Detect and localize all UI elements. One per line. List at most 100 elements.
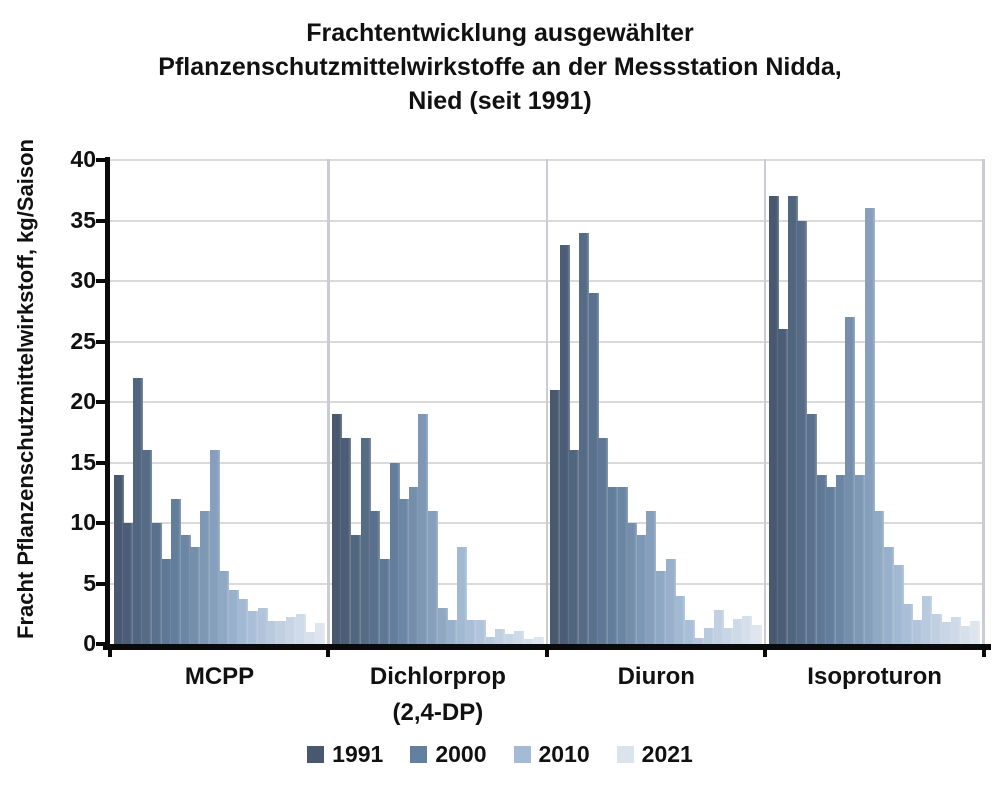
bar	[180, 535, 191, 644]
bar	[598, 438, 609, 644]
bar	[341, 438, 352, 644]
bar	[267, 621, 278, 644]
bar	[778, 329, 789, 644]
bar	[807, 414, 818, 644]
bar	[296, 613, 307, 644]
x-axis-tick	[326, 650, 331, 657]
legend-swatch-2021	[616, 746, 634, 763]
y-axis-tick	[96, 460, 106, 465]
category-label: MCPP	[184, 663, 255, 690]
group-divider	[327, 159, 330, 644]
bar	[903, 604, 914, 644]
bar	[228, 589, 239, 644]
bar	[238, 599, 249, 644]
bar	[951, 617, 962, 644]
bar	[257, 607, 268, 644]
bar	[694, 637, 705, 644]
bar	[456, 547, 467, 644]
bar	[893, 565, 904, 644]
y-axis-tick	[96, 642, 106, 646]
bar	[437, 607, 448, 644]
bar	[826, 486, 837, 644]
bar	[514, 630, 525, 644]
bar	[752, 624, 763, 644]
chart-title-line-1: Frachtentwicklung ausgewählter	[306, 19, 694, 47]
bar	[524, 639, 535, 644]
bar	[922, 595, 933, 644]
bar	[351, 535, 362, 644]
bar	[199, 510, 210, 644]
legend-entry: 2010	[513, 741, 590, 768]
bar	[855, 474, 866, 644]
bar	[627, 523, 638, 644]
bar	[248, 611, 258, 644]
bar	[617, 486, 628, 644]
bar	[123, 523, 134, 644]
bar	[703, 628, 714, 644]
bar	[883, 547, 894, 644]
bar	[912, 619, 923, 644]
bar	[655, 571, 666, 644]
y-tick-label: 25	[70, 327, 96, 354]
y-axis-tick	[96, 218, 106, 223]
bar	[941, 622, 952, 644]
bar	[389, 462, 400, 644]
bar	[475, 619, 486, 644]
legend-swatch-2000	[410, 746, 428, 763]
bar	[331, 414, 342, 644]
bar	[675, 595, 686, 644]
y-tick-label: 35	[70, 206, 96, 233]
y-tick-label: 40	[70, 146, 96, 172]
group-divider	[763, 159, 767, 644]
bar	[171, 498, 182, 644]
group-divider	[545, 159, 548, 644]
bar	[713, 610, 724, 644]
bar	[485, 636, 496, 644]
legend-label: 2000	[435, 741, 487, 767]
legend-entry: 2000	[410, 741, 487, 768]
bar	[816, 474, 827, 644]
y-tick-label: 20	[70, 388, 96, 414]
bar	[151, 523, 162, 644]
bar	[315, 623, 326, 644]
bar	[533, 636, 544, 644]
bar	[665, 559, 676, 644]
legend: 1991 2000 2010 2021	[0, 741, 1000, 768]
y-tick-label: 0	[83, 630, 96, 656]
bar	[466, 619, 477, 644]
bar	[276, 621, 287, 644]
legend-label: 2010	[538, 741, 590, 767]
bar	[960, 625, 971, 644]
x-axis-tick	[544, 650, 549, 657]
chart-title-line-2: Pflanzenschutzmittelwirkstoffe an der Me…	[158, 53, 842, 81]
bar	[559, 244, 570, 644]
bar	[845, 317, 856, 644]
bar	[636, 535, 647, 644]
bar	[161, 559, 172, 644]
bar	[447, 619, 458, 644]
y-tick-label: 10	[70, 509, 96, 535]
bar	[550, 389, 561, 644]
bar	[286, 617, 297, 644]
x-axis-line	[103, 644, 991, 650]
bar	[190, 547, 201, 644]
bar	[418, 414, 429, 644]
legend-entry: 1991	[307, 741, 383, 768]
y-axis-line	[105, 157, 110, 650]
y-tick-label: 30	[70, 267, 96, 293]
bar	[768, 196, 779, 644]
category-label: Isoproturon	[807, 663, 942, 690]
x-axis-tick	[108, 650, 112, 657]
bar	[370, 510, 381, 644]
bar	[113, 474, 124, 644]
bar	[209, 450, 220, 644]
y-axis-tick	[96, 339, 106, 344]
chart-title-line-3: Nied (seit 1991)	[408, 87, 592, 115]
bar	[305, 631, 316, 644]
legend-swatch-1991	[307, 746, 325, 763]
y-axis-tick	[96, 158, 106, 162]
bar	[579, 232, 590, 644]
bar	[684, 619, 695, 644]
bar	[723, 628, 734, 644]
